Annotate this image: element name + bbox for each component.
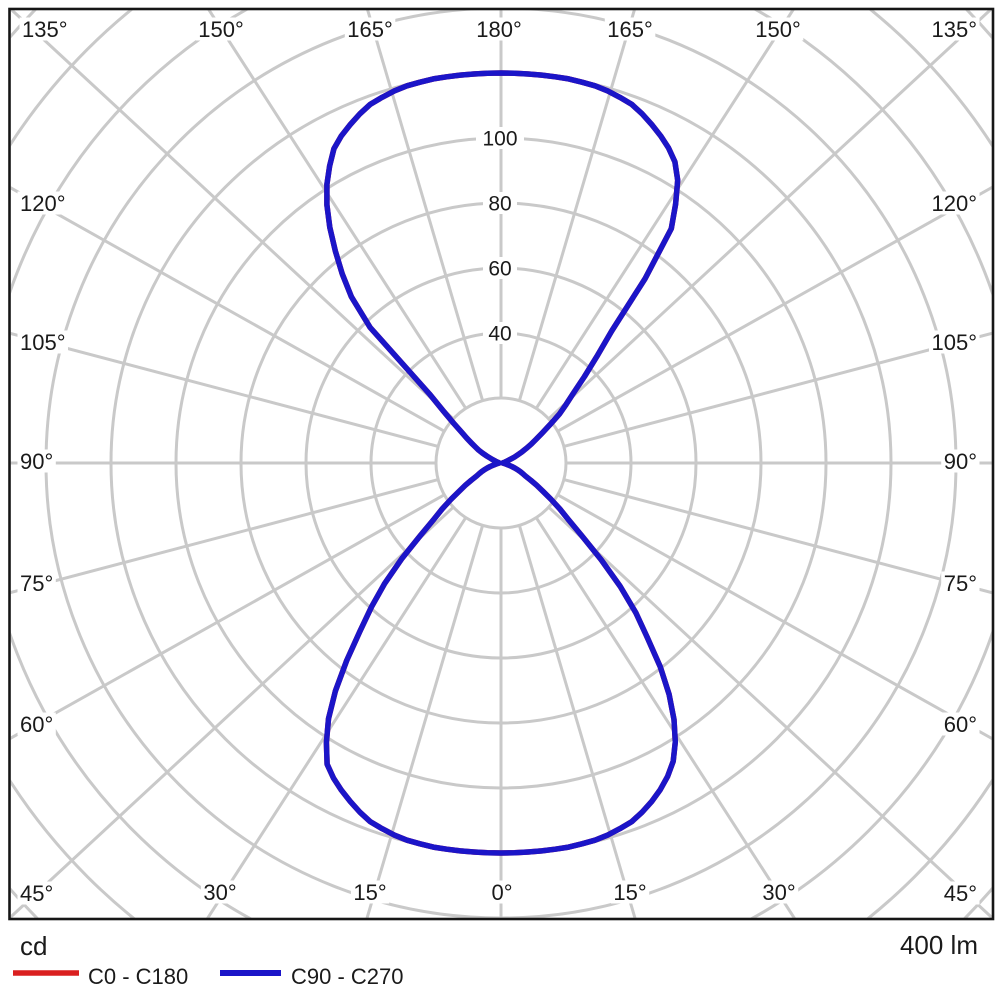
svg-text:150°: 150° xyxy=(198,17,244,42)
svg-text:135°: 135° xyxy=(22,17,68,42)
svg-text:150°: 150° xyxy=(755,17,801,42)
svg-text:165°: 165° xyxy=(347,17,393,42)
svg-text:90°: 90° xyxy=(20,449,53,474)
svg-text:100: 100 xyxy=(482,128,517,151)
svg-text:15°: 15° xyxy=(353,880,386,905)
svg-text:90°: 90° xyxy=(944,449,977,474)
svg-text:45°: 45° xyxy=(944,881,977,906)
svg-text:15°: 15° xyxy=(613,880,646,905)
svg-text:45°: 45° xyxy=(20,881,53,906)
svg-text:105°: 105° xyxy=(931,330,977,355)
svg-text:120°: 120° xyxy=(931,191,977,216)
svg-text:105°: 105° xyxy=(20,330,66,355)
svg-text:0°: 0° xyxy=(491,880,512,905)
svg-text:60°: 60° xyxy=(944,712,977,737)
svg-text:60: 60 xyxy=(488,258,511,281)
svg-text:40: 40 xyxy=(488,323,511,346)
svg-text:75°: 75° xyxy=(20,571,53,596)
svg-text:400 lm: 400 lm xyxy=(900,930,978,960)
svg-text:135°: 135° xyxy=(931,17,977,42)
svg-text:cd: cd xyxy=(20,931,47,961)
svg-text:C0 - C180: C0 - C180 xyxy=(88,964,188,989)
svg-text:30°: 30° xyxy=(762,880,795,905)
svg-text:80: 80 xyxy=(488,193,511,216)
svg-text:C90 - C270: C90 - C270 xyxy=(291,964,404,989)
svg-text:75°: 75° xyxy=(944,571,977,596)
svg-text:180°: 180° xyxy=(476,17,522,42)
svg-text:60°: 60° xyxy=(20,712,53,737)
svg-text:165°: 165° xyxy=(607,17,653,42)
svg-text:30°: 30° xyxy=(203,880,236,905)
svg-text:120°: 120° xyxy=(20,191,66,216)
